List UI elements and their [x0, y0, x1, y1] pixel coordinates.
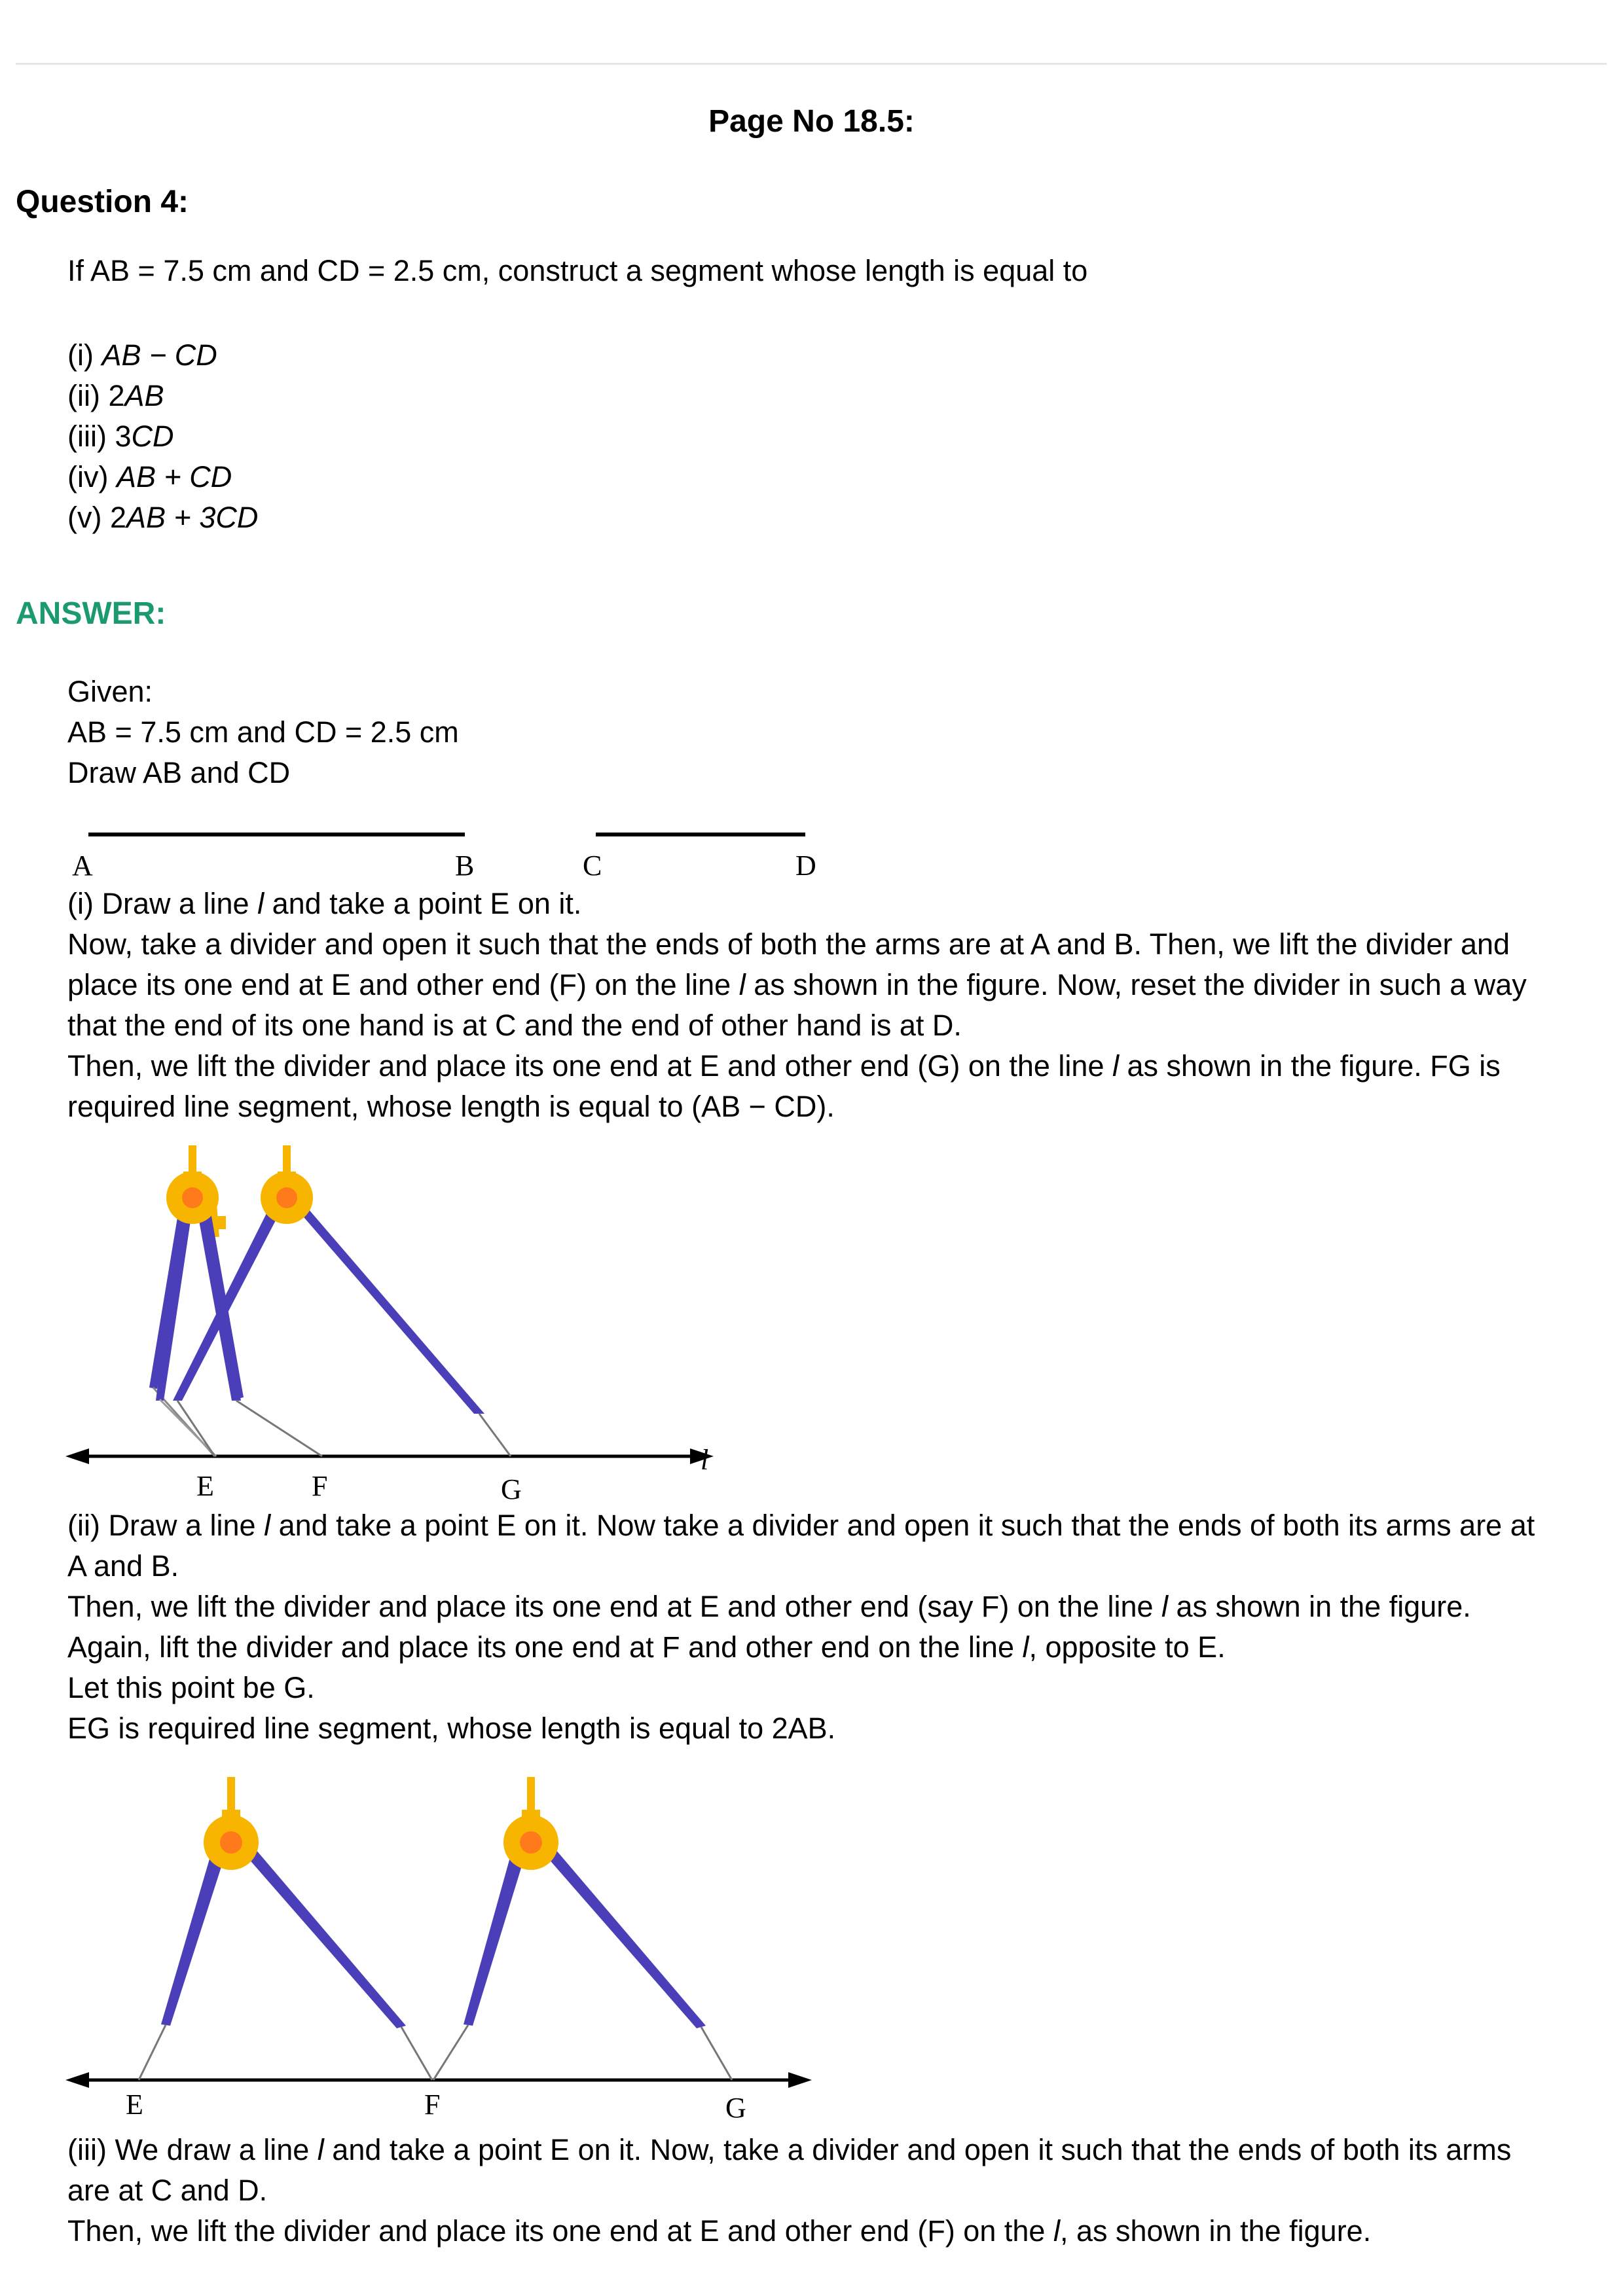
arrow-left-icon: [65, 2072, 89, 2088]
point-label-g: G: [725, 2092, 746, 2124]
given-line: Given:: [67, 675, 153, 708]
paragraph-line: Then, we lift the divider and place its …: [67, 1049, 1501, 1083]
divider-compass-icon: [432, 1777, 733, 2081]
point-label-d: D: [795, 850, 816, 882]
line-label-l: l: [701, 1444, 708, 1476]
arrow-right-icon: [690, 1448, 714, 1464]
option-ii: (ii) 2AB: [67, 379, 164, 412]
paragraph-line: (iii) We draw a line l and take a point …: [67, 2133, 1512, 2166]
paragraph-line: Let this point be G.: [67, 1671, 315, 1704]
top-rule: [16, 63, 1607, 65]
point-label-f: F: [424, 2089, 440, 2121]
paragraph-line: EG is required line segment, whose lengt…: [67, 1712, 836, 1745]
option-v: (v) 2AB + 3CD: [67, 501, 259, 534]
question-text: If AB = 7.5 cm and CD = 2.5 cm, construc…: [67, 254, 1088, 287]
paragraph-line: required line segment, whose length is e…: [67, 1090, 835, 1123]
paragraph-line: place its one end at E and other end (F)…: [67, 968, 1527, 1001]
option-i: (i) AB − CD: [67, 338, 217, 372]
paragraph-line: Then, we lift the divider and place its …: [67, 1590, 1471, 1623]
paragraph-line: Now, take a divider and open it such tha…: [67, 927, 1510, 961]
point-label-e: E: [126, 2089, 143, 2121]
part-iii-text: (iii) We draw a line l and take a point …: [67, 2130, 1593, 2251]
option-iv: (iv) AB + CD: [67, 460, 232, 493]
point-label-e: E: [196, 1470, 214, 1502]
paragraph-line: Then, we lift the divider and place its …: [67, 2214, 1372, 2248]
page-number-heading: Page No 18.5:: [708, 104, 915, 139]
paragraph-line: (i) Draw a line l and take a point E on …: [67, 887, 582, 920]
point-label-c: C: [583, 850, 602, 882]
segments-ab-cd-figure: A B C D: [72, 833, 816, 882]
question-title: Question 4:: [16, 185, 189, 219]
part-i-text: (i) Draw a line l and take a point E on …: [67, 884, 1593, 1127]
divider-figure-ab-minus-cd: E F G l: [65, 1145, 714, 1505]
arrow-right-icon: [788, 2072, 812, 2088]
option-iii: (iii) 3CD: [67, 420, 174, 453]
point-label-b: B: [455, 850, 474, 882]
divider-compass-icon: [156, 1145, 241, 1458]
given-line: AB = 7.5 cm and CD = 2.5 cm: [67, 715, 459, 749]
paragraph-line: Again, lift the divider and place its on…: [67, 1630, 1226, 1664]
divider-compass-icon: [149, 1196, 244, 1458]
point-label-g: G: [501, 1473, 522, 1505]
paragraph-line: A and B.: [67, 1549, 179, 1583]
arrow-left-icon: [65, 1448, 89, 1464]
given-block: Given: AB = 7.5 cm and CD = 2.5 cm Draw …: [67, 672, 1593, 793]
paragraph-line: that the end of its one hand is at C and…: [67, 1009, 962, 1042]
given-line: Draw AB and CD: [67, 756, 291, 789]
answer-heading: ANSWER:: [16, 596, 166, 631]
question-options: (i) AB − CD (ii) 2AB (iii) 3CD (iv) AB +…: [67, 335, 258, 538]
divider-compass-icon: [173, 1145, 484, 1414]
part-ii-text: (ii) Draw a line l and take a point E on…: [67, 1505, 1593, 1749]
paragraph-line: are at C and D.: [67, 2174, 268, 2207]
divider-compass-icon: [137, 1777, 433, 2081]
divider-figure-2ab: E F G: [65, 1777, 812, 2124]
point-label-a: A: [72, 850, 93, 882]
paragraph-line: (ii) Draw a line l and take a point E on…: [67, 1509, 1535, 1542]
point-label-f: F: [312, 1470, 327, 1502]
